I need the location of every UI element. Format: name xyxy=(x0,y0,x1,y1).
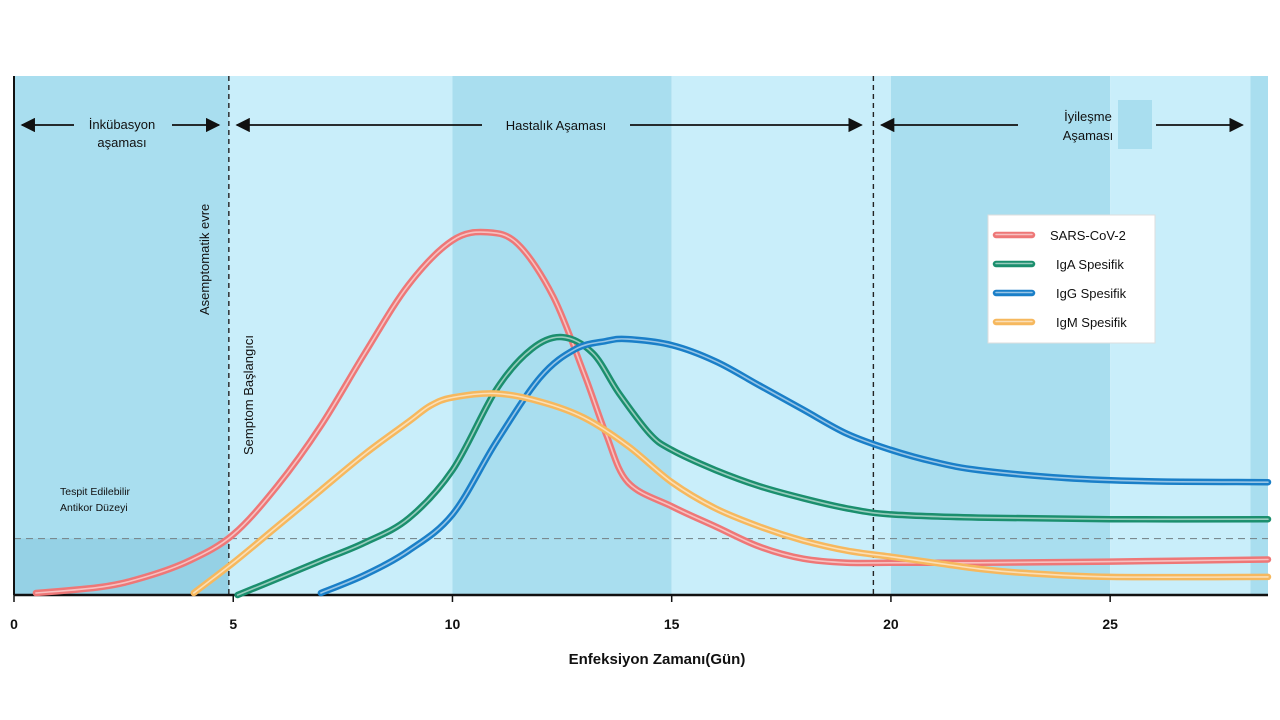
series-lines xyxy=(32,228,1272,599)
x-tick-label-10: 10 xyxy=(445,616,461,632)
legend: SARS-CoV-2 IgA Spesifik IgG Spesifik IgM Sp… xyxy=(987,214,1156,344)
legend-label-igm-spesifik: IgM Spesifik xyxy=(1056,315,1127,330)
series-iga-spesifik xyxy=(234,333,1272,599)
x-tick-label-0: 0 xyxy=(10,616,18,632)
vertical-markers: Asemptomatik evre Semptom Başlangıcı xyxy=(197,76,875,595)
phase-label-2-1: Aşaması xyxy=(1063,128,1114,143)
x-tick-label-20: 20 xyxy=(883,616,899,632)
x-tick-label-5: 5 xyxy=(229,616,237,632)
x-tick-label-15: 15 xyxy=(664,616,680,632)
band-0 xyxy=(14,76,229,595)
symptom-onset-label: Semptom Başlangıcı xyxy=(241,335,256,455)
legend-label-sars-cov-2: SARS-CoV-2 xyxy=(1050,228,1126,243)
phase-label-1-0: Hastalık Aşaması xyxy=(506,118,606,133)
threshold-label-line: Antikor Düzeyi xyxy=(60,502,128,514)
phase-label-0-0: İnkübasyon xyxy=(89,117,156,132)
legend-label-iga-spesifik: IgA Spesifik xyxy=(1056,257,1124,272)
x-axis-label: Enfeksiyon Zamanı(Gün) xyxy=(569,651,746,668)
series-highlight-igm-spesifik xyxy=(193,392,1269,594)
series-sars-cov-2 xyxy=(32,228,1272,597)
legend-label-igg-spesifik: IgG Spesifik xyxy=(1056,286,1127,301)
asymptomatic-label: Asemptomatik evre xyxy=(197,204,212,315)
band-3 xyxy=(671,76,891,595)
phase-annotations: İnkübasyon aşaması Hastalık Aşaması İyileşm… xyxy=(20,109,1244,150)
series-highlight-igg-spesifik xyxy=(320,338,1269,594)
series-highlight-sars-cov-2 xyxy=(35,231,1269,594)
threshold-label-line: Tespit Edilebilir xyxy=(60,486,131,498)
band-6 xyxy=(1250,76,1268,595)
series-highlight-iga-spesifik xyxy=(236,336,1269,596)
phase-label-2-0: İyileşme xyxy=(1064,109,1112,124)
series-igm-spesifik xyxy=(190,390,1272,597)
x-tick-label-25: 25 xyxy=(1102,616,1118,632)
phase-label-0-1: aşaması xyxy=(97,135,146,150)
axes: 0 5 10 15 20 25 xyxy=(10,76,1268,632)
band-1 xyxy=(228,76,453,595)
series-igg-spesifik xyxy=(317,335,1272,597)
iyilesme-label-patch xyxy=(1118,100,1152,149)
